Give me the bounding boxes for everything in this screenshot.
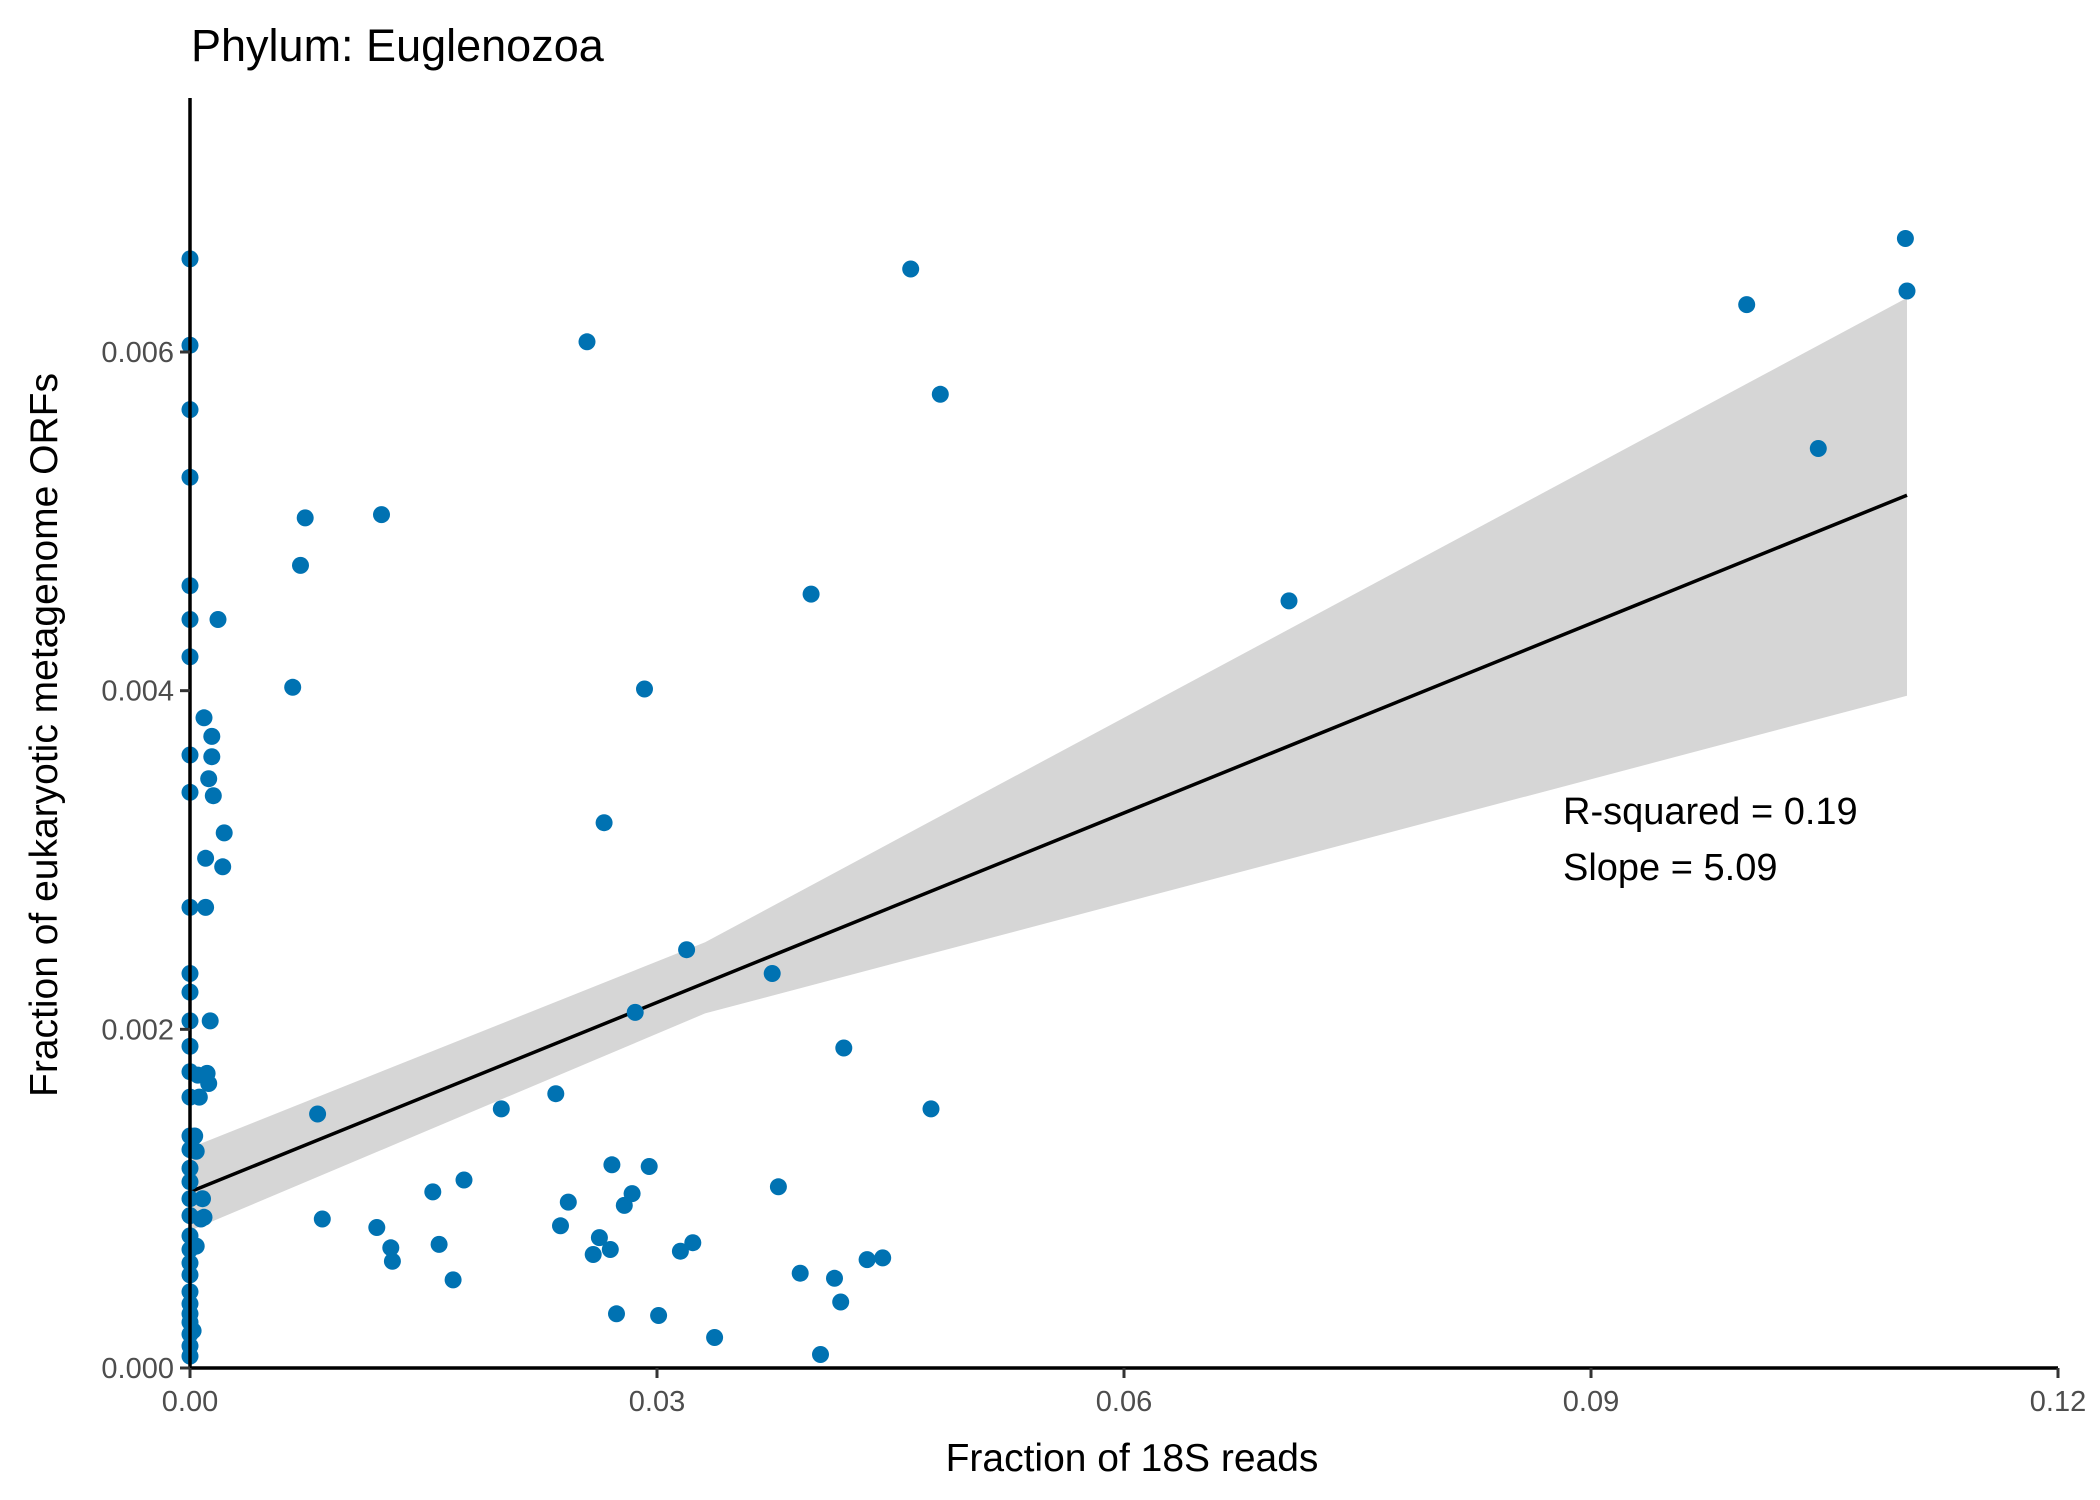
x-axis-ticks: 0.00 0.03 0.06 0.09 0.12 — [162, 1368, 2086, 1418]
data-point — [623, 1185, 641, 1203]
data-point — [373, 506, 390, 524]
data-point — [190, 1088, 208, 1106]
data-point — [284, 678, 302, 696]
data-point — [684, 1234, 702, 1252]
y-tick-label: 0.000 — [101, 1353, 174, 1385]
data-point — [578, 333, 596, 351]
data-point — [184, 1322, 202, 1340]
data-point — [214, 858, 232, 876]
data-point — [197, 898, 215, 916]
data-point — [195, 1208, 213, 1226]
data-point — [902, 260, 920, 278]
data-point — [671, 1242, 689, 1260]
x-tick-label: 0.12 — [2030, 1386, 2086, 1418]
confidence-band-layer — [189, 297, 1908, 1231]
data-point — [383, 1252, 401, 1270]
data-point — [313, 1210, 331, 1228]
x-tick-label: 0.03 — [629, 1386, 685, 1418]
data-point — [559, 1193, 577, 1211]
data-point — [874, 1249, 892, 1267]
data-point — [382, 1239, 400, 1257]
data-point — [832, 1293, 850, 1311]
x-axis-title: Fraction of 18S reads — [946, 1437, 1319, 1480]
data-point — [455, 1171, 473, 1189]
data-point — [492, 1100, 510, 1118]
data-point — [835, 1039, 853, 1057]
data-point — [209, 611, 227, 628]
data-point — [1896, 230, 1914, 247]
data-point — [584, 1246, 602, 1263]
data-point — [203, 748, 221, 766]
data-point — [197, 849, 215, 867]
data-point — [296, 509, 314, 527]
data-point — [187, 1237, 205, 1255]
r-squared-annotation: R-squared = 0.19 — [1563, 791, 1858, 833]
data-point — [201, 1012, 219, 1030]
slope-annotation: Slope = 5.09 — [1563, 847, 1777, 889]
data-point — [1898, 282, 1916, 300]
data-point — [706, 1329, 724, 1346]
data-point — [603, 1156, 621, 1174]
data-point — [200, 1075, 218, 1092]
regression-line — [189, 493, 1908, 1194]
data-point — [802, 585, 820, 603]
data-point — [444, 1271, 462, 1289]
data-point — [368, 1219, 386, 1236]
y-axis-title: Fraction of eukaryotic metagenome ORFs — [23, 373, 66, 1097]
x-tick-label: 0.06 — [1096, 1386, 1152, 1418]
data-point — [608, 1305, 625, 1323]
data-point — [678, 941, 696, 959]
data-point — [769, 1178, 787, 1196]
data-point — [858, 1251, 876, 1269]
data-point — [194, 1190, 211, 1208]
data-point — [309, 1105, 327, 1123]
x-tick-label: 0.00 — [162, 1386, 218, 1418]
data-point — [826, 1269, 843, 1287]
data-point — [640, 1158, 658, 1175]
x-tick-label: 0.09 — [1563, 1386, 1619, 1418]
y-tick-label: 0.004 — [101, 676, 174, 708]
data-point — [204, 787, 222, 805]
data-point — [922, 1100, 940, 1118]
data-point — [187, 1142, 205, 1160]
points-layer — [181, 230, 1916, 1365]
data-point — [1738, 296, 1756, 314]
data-point — [763, 965, 781, 982]
data-point — [552, 1217, 569, 1235]
data-point — [650, 1307, 668, 1324]
y-tick-label: 0.002 — [101, 1014, 174, 1046]
data-point — [1280, 592, 1298, 610]
data-point — [547, 1085, 565, 1103]
data-point — [292, 556, 309, 574]
y-axis-ticks: 0.000 0.002 0.004 0.006 — [101, 337, 190, 1385]
y-tick-label: 0.006 — [101, 337, 174, 369]
data-point — [1809, 440, 1827, 457]
data-point — [601, 1241, 619, 1258]
data-point — [626, 1003, 644, 1021]
data-point — [812, 1346, 829, 1363]
data-point — [595, 814, 613, 832]
confidence-band — [190, 297, 1907, 1231]
data-point — [424, 1183, 442, 1201]
data-point — [430, 1235, 448, 1253]
data-point — [203, 727, 221, 745]
data-point — [590, 1229, 608, 1247]
data-point — [791, 1264, 809, 1282]
data-point — [215, 824, 233, 842]
data-point — [200, 770, 218, 788]
data-point — [195, 709, 213, 727]
chart-title: Phylum: Euglenozoa — [191, 20, 605, 71]
data-point — [636, 680, 653, 698]
data-point — [931, 385, 949, 403]
